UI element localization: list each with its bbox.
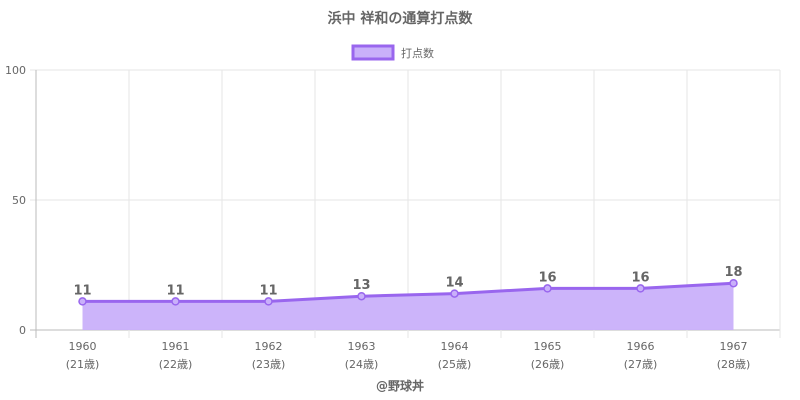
x-tick-label: 1960 [69,340,97,353]
data-point[interactable] [78,297,87,306]
series-area [82,281,734,330]
series-area-fill [82,283,734,330]
data-point[interactable] [264,297,273,306]
legend-label: 打点数 [401,46,434,60]
data-label: 13 [352,278,370,293]
x-tick-sublabel: (21歳) [66,358,100,371]
data-point[interactable] [543,284,552,293]
y-axis: 0 50 100 [5,64,26,337]
x-tick-sublabel: (25歳) [438,358,472,371]
data-label: 14 [445,276,463,291]
data-point[interactable] [729,278,738,288]
data-label: 11 [73,283,91,298]
chart-title: 浜中 祥和の通算打点数 [328,10,474,27]
data-point[interactable] [171,297,180,306]
x-tick-label: 1966 [627,340,655,353]
data-point[interactable] [357,291,366,301]
data-label: 11 [259,283,277,298]
x-tick-sublabel: (23歳) [252,358,286,371]
y-tick-label: 0 [19,324,26,337]
data-labels: 11 11 11 13 14 16 16 18 [73,265,742,298]
x-tick-sublabel: (22歳) [159,358,193,371]
data-point[interactable] [636,284,645,293]
footer-credit: @野球丼 [376,378,424,393]
x-tick-label: 1961 [162,340,190,353]
series-line [82,281,734,303]
data-label: 18 [724,265,742,280]
x-tick-label: 1964 [441,340,469,353]
x-tick-sublabel: (27歳) [624,358,658,371]
x-tick-label: 1965 [534,340,562,353]
y-tick-label: 100 [5,64,26,77]
data-label: 16 [631,270,649,285]
legend-swatch [351,44,395,61]
x-tick-label: 1962 [255,340,283,353]
data-points [78,278,738,306]
x-tick-sublabel: (26歳) [531,358,565,371]
x-tick-label: 1963 [348,340,376,353]
x-axis: 1960 (21歳) 1961 (22歳) 1962 (23歳) 1963 (24歳) 1964… [66,340,751,371]
x-tick-sublabel: (24歳) [345,358,379,371]
data-point[interactable] [450,289,459,298]
x-tick-label: 1967 [720,340,748,353]
data-label: 16 [538,270,556,285]
data-label: 11 [166,283,184,298]
x-tick-sublabel: (28歳) [717,358,751,371]
y-tick-label: 50 [12,194,26,207]
legend: 打点数 [351,44,434,61]
